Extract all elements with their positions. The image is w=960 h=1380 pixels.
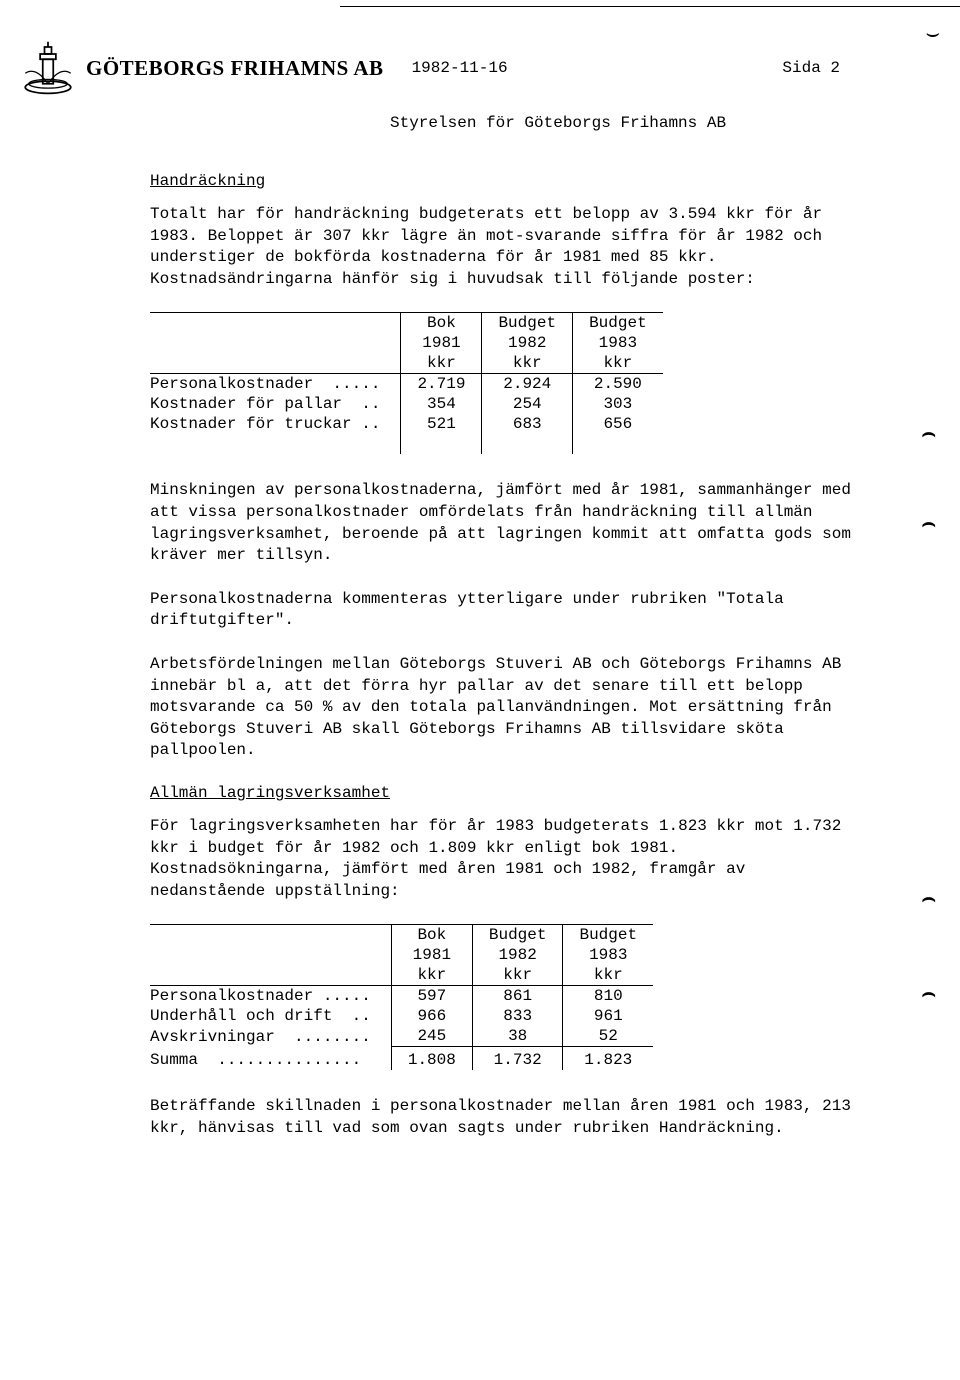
table-row: Avskrivningar ........ 245 38 52 [150,1026,653,1047]
document-header: GÖTEBORGS FRIHAMNS AB 1982-11-16 Sida 2 [90,40,900,96]
table-row: Personalkostnader ..... 597 861 810 [150,986,653,1007]
table-row: Kostnader för truckar .. 521 683 656 [150,414,663,434]
costs-table-1: Bok Budget Budget 1981 1982 1983 kkr kkr… [150,312,663,454]
company-name: GÖTEBORGS FRIHAMNS AB [86,56,384,81]
addressee-line: Styrelsen för Göteborgs Frihamns AB [390,114,900,132]
table-row: Personalkostnader ..... 2.719 2.924 2.59… [150,374,663,395]
top-rule [340,6,960,7]
page-number: Sida 2 [782,59,840,77]
col-header: Bok [401,313,482,334]
margin-mark-icon: ⌢ [922,510,936,536]
margin-mark-icon: ⌢ [922,980,936,1006]
corner-scribble: ⌣ [926,20,940,46]
table-row: Kostnader för pallar .. 354 254 303 [150,394,663,414]
table-row: Underhåll och drift .. 966 833 961 [150,1006,653,1026]
margin-mark-icon: ⌢ [922,885,936,911]
costs-table-2: Bok Budget Budget 1981 1982 1983 kkr kkr… [150,924,653,1070]
paragraph: Beträffande skillnaden i personalkostnad… [150,1096,870,1139]
company-logo-icon [20,40,76,96]
col-header: Budget [573,313,663,334]
paragraph: Arbetsfördelningen mellan Göteborgs Stuv… [150,654,870,762]
section-title-handrackning: Handräckning [150,172,900,190]
section-title-lagring: Allmän lagringsverksamhet [150,784,900,802]
paragraph: Totalt har för handräckning budgeterats … [150,204,870,290]
paragraph: Minskningen av personalkostnaderna, jämf… [150,480,870,566]
paragraph: För lagringsverksamheten har för år 1983… [150,816,870,902]
col-header: Budget [482,313,573,334]
paragraph: Personalkostnaderna kommenteras ytterlig… [150,589,870,632]
margin-mark-icon: ⌢ [922,420,936,446]
table-sum-row: Summa ............... 1.808 1.732 1.823 [150,1047,653,1071]
document-date: 1982-11-16 [412,59,508,77]
